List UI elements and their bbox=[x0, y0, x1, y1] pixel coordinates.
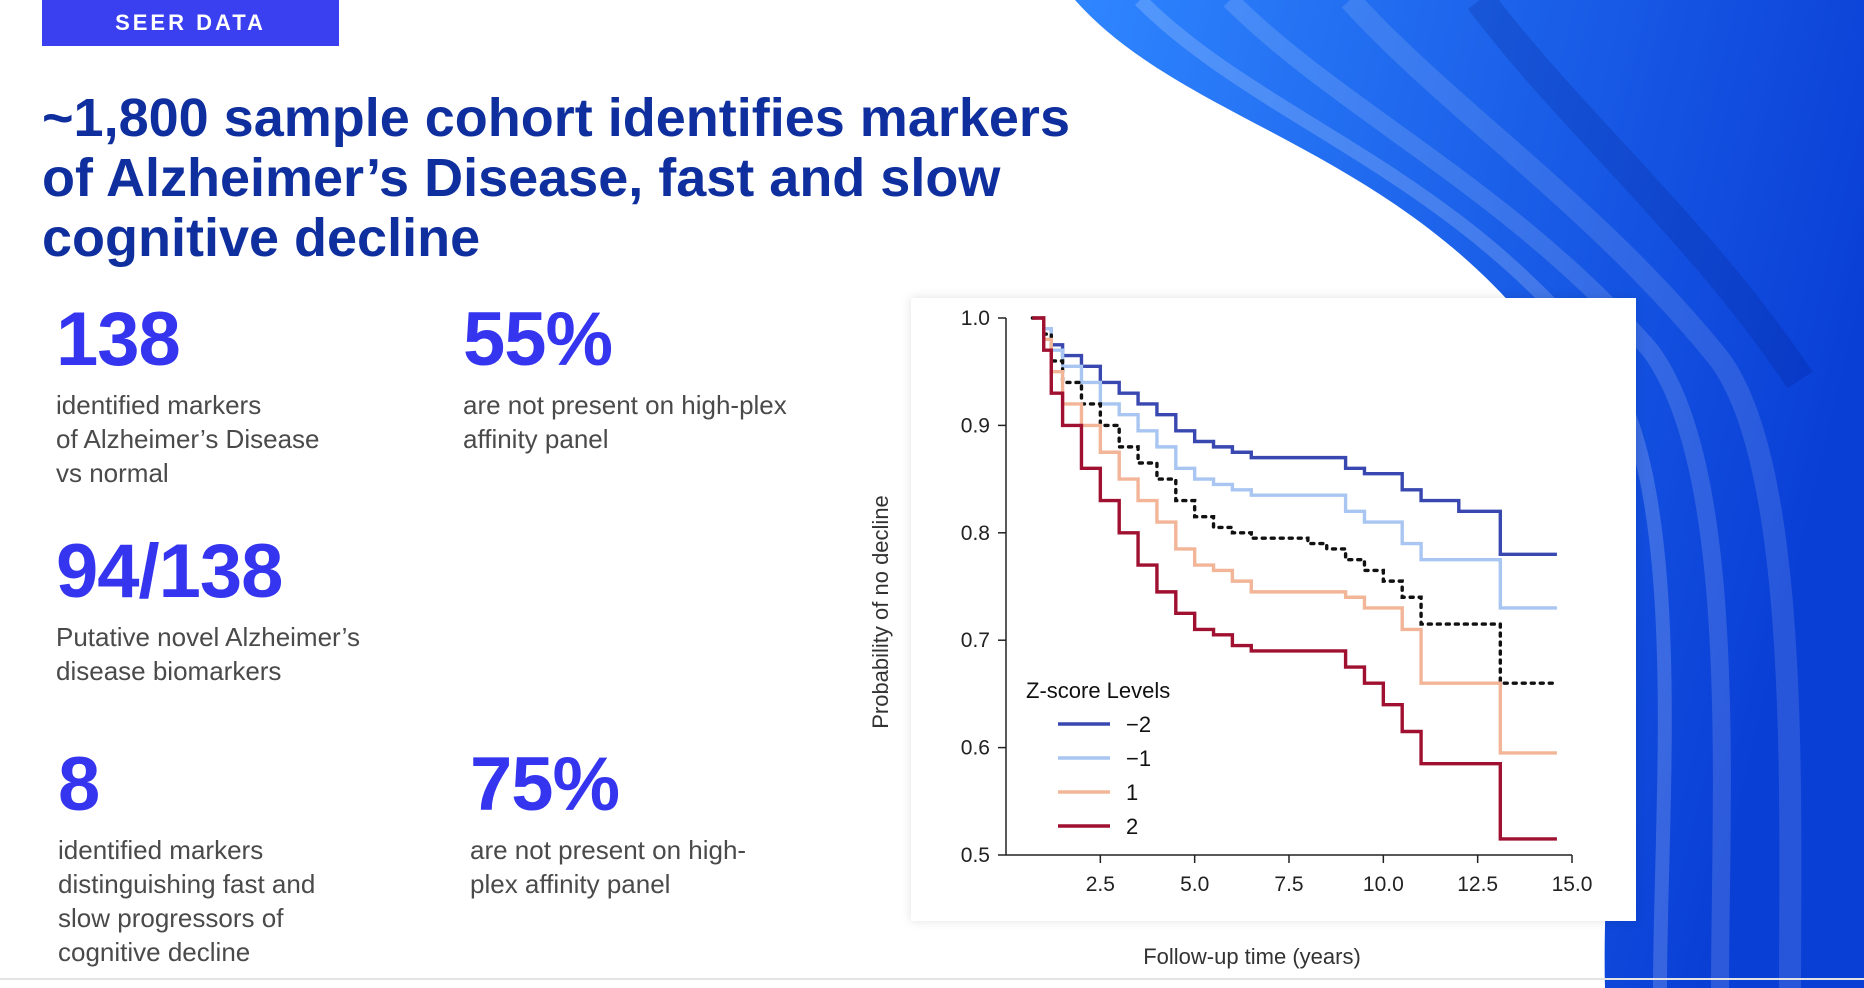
y-tick-label: 0.6 bbox=[961, 737, 990, 760]
series-line bbox=[1032, 316, 1557, 556]
page-title: ~1,800 sample cohort identifies markers … bbox=[42, 88, 1142, 268]
x-axis-title: Follow-up time (years) bbox=[1143, 944, 1361, 969]
stat-not-present: 55% are not present on high-plex affinit… bbox=[463, 300, 787, 456]
y-axis-title: Probability of no decline bbox=[868, 495, 893, 729]
y-tick-label: 0.5 bbox=[961, 844, 990, 867]
legend-title: Z-score Levels bbox=[1026, 678, 1170, 703]
title-line: cognitive decline bbox=[42, 208, 481, 268]
y-tick-label: 1.0 bbox=[961, 307, 990, 330]
stat-value: 8 bbox=[58, 742, 100, 827]
stat-value: 138 bbox=[56, 297, 181, 382]
legend-label: 1 bbox=[1126, 780, 1138, 805]
stat-value: 75% bbox=[470, 742, 620, 827]
series-line bbox=[1032, 316, 1557, 841]
title-line: ~1,800 sample cohort identifies markers bbox=[42, 88, 1070, 148]
x-tick-label: 12.5 bbox=[1457, 873, 1498, 896]
y-tick-label: 0.8 bbox=[961, 522, 990, 545]
stat-description: Putative novel Alzheimer’s disease bioma… bbox=[56, 622, 360, 686]
bottom-divider bbox=[0, 978, 1864, 980]
stat-novel-biomarkers: 94/138 Putative novel Alzheimer’s diseas… bbox=[56, 532, 360, 688]
x-tick-label: 7.5 bbox=[1274, 873, 1303, 896]
stat-description: are not present on high-plex affinity pa… bbox=[463, 390, 787, 454]
stat-progressor-markers: 8 identified markers distinguishing fast… bbox=[58, 745, 315, 969]
series-line bbox=[1032, 316, 1557, 755]
x-tick-label: 2.5 bbox=[1086, 873, 1115, 896]
y-tick-label: 0.9 bbox=[961, 414, 990, 437]
stat-markers: 138 identified markers of Alzheimer’s Di… bbox=[56, 300, 320, 490]
section-tag: SEER DATA bbox=[42, 0, 339, 46]
legend-label: −1 bbox=[1126, 746, 1151, 771]
y-tick-label: 0.7 bbox=[961, 629, 990, 652]
legend-label: 2 bbox=[1126, 814, 1138, 839]
title-line: of Alzheimer’s Disease, fast and slow bbox=[42, 148, 1001, 208]
stat-not-present-2: 75% are not present on high- plex affini… bbox=[470, 745, 746, 901]
series-line bbox=[1032, 316, 1557, 610]
stat-value: 94/138 bbox=[56, 529, 283, 614]
stat-description: identified markers distinguishing fast a… bbox=[58, 835, 316, 967]
stat-description: identified markers of Alzheimer’s Diseas… bbox=[56, 390, 320, 488]
x-tick-label: 15.0 bbox=[1552, 873, 1593, 896]
x-tick-label: 10.0 bbox=[1363, 873, 1404, 896]
series-line-mean bbox=[1030, 316, 1559, 685]
x-tick-label: 5.0 bbox=[1180, 873, 1209, 896]
legend-label: −2 bbox=[1126, 712, 1151, 737]
stat-value: 55% bbox=[463, 297, 613, 382]
stat-description: are not present on high- plex affinity p… bbox=[470, 835, 747, 899]
